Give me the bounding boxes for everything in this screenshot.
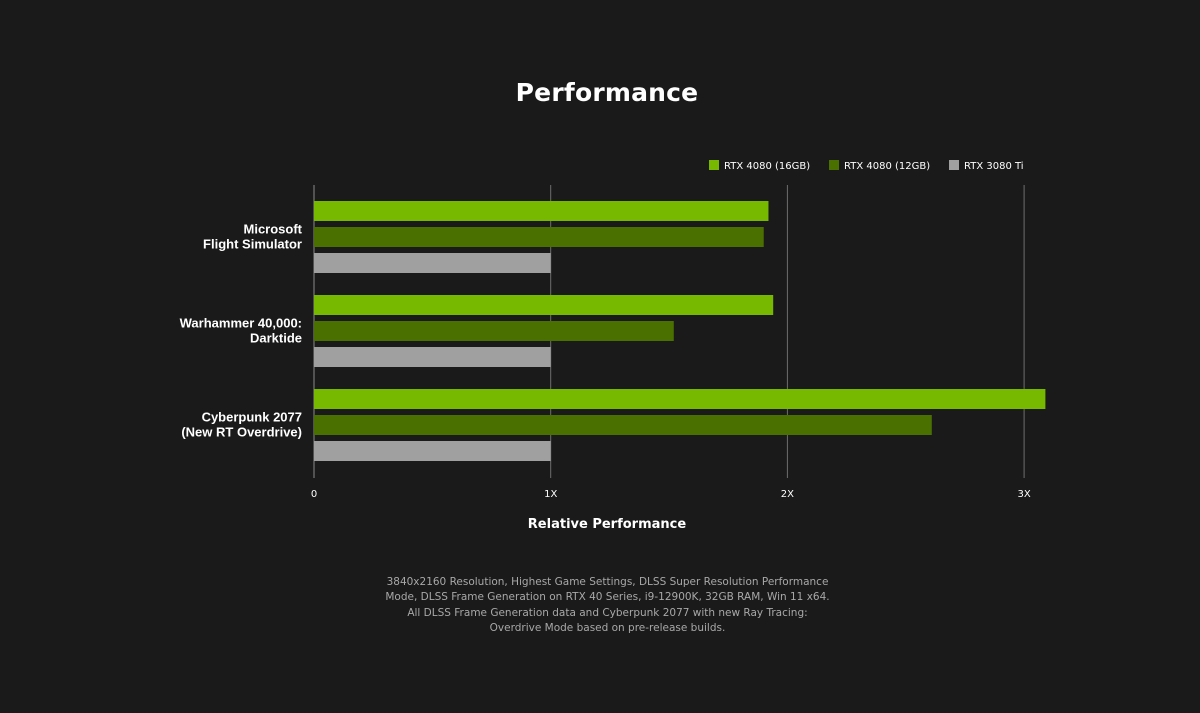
bar <box>314 295 774 315</box>
legend-label: RTX 4080 (12GB) <box>844 161 930 172</box>
legend-swatch <box>949 160 959 170</box>
bar <box>314 415 932 435</box>
chart-title: Performance <box>515 78 699 107</box>
category-label: Cyberpunk 2077 <box>202 410 302 425</box>
x-tick-labels: 0 1X 2X 3X <box>311 489 1031 500</box>
category-label: Warhammer 40,000: <box>180 316 302 331</box>
bar <box>314 441 551 461</box>
category-label: Flight Simulator <box>203 237 302 252</box>
legend-label: RTX 3080 Ti <box>964 161 1024 172</box>
bar <box>314 201 769 221</box>
x-axis-label: Relative Performance <box>528 517 687 532</box>
legend-item: RTX 3080 Ti <box>949 160 1024 172</box>
category-label: Darktide <box>250 331 302 346</box>
bar <box>314 321 674 341</box>
bar <box>314 227 764 247</box>
footnote: 3840x2160 Resolution, Highest Game Setti… <box>385 576 830 634</box>
legend-swatch <box>829 160 839 170</box>
bar <box>314 389 1046 409</box>
x-tick-label: 2X <box>781 489 794 500</box>
category-label: (New RT Overdrive) <box>181 425 302 440</box>
bar <box>314 347 551 367</box>
legend-item: RTX 4080 (16GB) <box>709 160 810 172</box>
legend-item: RTX 4080 (12GB) <box>829 160 930 172</box>
bars <box>314 201 1046 461</box>
x-tick-label: 0 <box>311 489 317 500</box>
x-tick-label: 3X <box>1017 489 1030 500</box>
legend-label: RTX 4080 (16GB) <box>724 161 810 172</box>
legend-swatch <box>709 160 719 170</box>
legend: RTX 4080 (16GB) RTX 4080 (12GB) RTX 3080 T… <box>709 160 1024 172</box>
category-label: Microsoft <box>244 222 303 237</box>
bar <box>314 253 551 273</box>
x-tick-label: 1X <box>544 489 557 500</box>
